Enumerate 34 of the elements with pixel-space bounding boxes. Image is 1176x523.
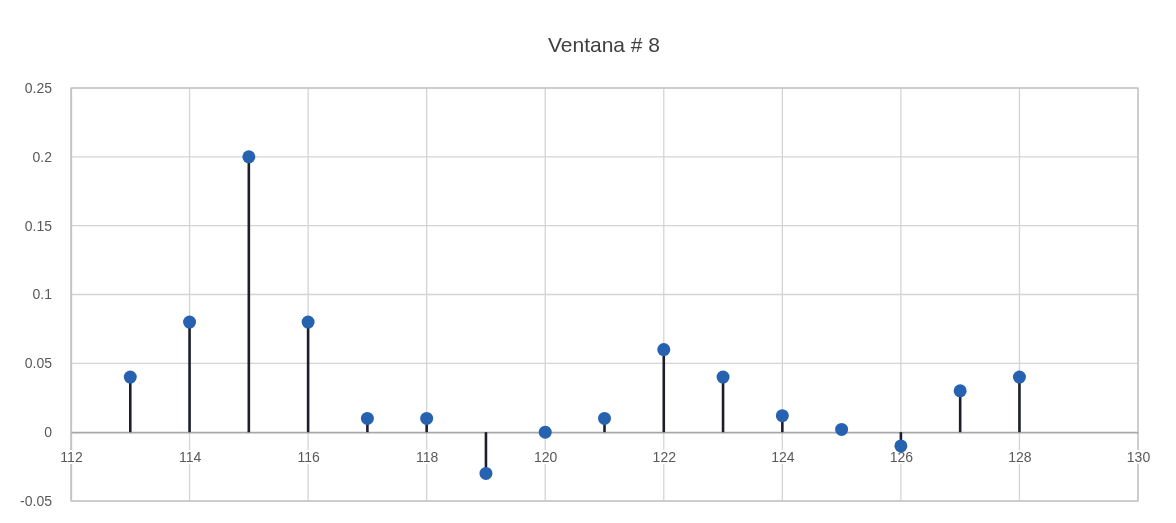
x-tick-label: 112 bbox=[60, 449, 83, 466]
x-tick-label: 124 bbox=[771, 449, 795, 466]
x-tick-label: 126 bbox=[889, 449, 914, 466]
point bbox=[123, 370, 137, 384]
y-tick-label: 0.05 bbox=[24, 355, 53, 372]
point bbox=[538, 425, 552, 439]
y-tick-label: 0.1 bbox=[32, 286, 53, 303]
y-tick-label: 0.2 bbox=[32, 148, 53, 165]
point bbox=[360, 411, 374, 425]
x-tick-label: 122 bbox=[652, 449, 677, 466]
point bbox=[716, 370, 730, 384]
chart-title: Ventana # 8 bbox=[547, 33, 661, 56]
y-tick-label: 0.25 bbox=[24, 79, 53, 96]
point bbox=[420, 411, 434, 425]
y-tick-label: -0.05 bbox=[20, 492, 53, 509]
point bbox=[953, 384, 967, 398]
y-tick-label: 0.15 bbox=[24, 217, 53, 234]
point bbox=[835, 422, 849, 436]
point bbox=[301, 315, 315, 329]
point bbox=[183, 315, 197, 329]
point bbox=[657, 343, 671, 357]
x-tick-label: 128 bbox=[1008, 449, 1032, 466]
x-tick-label: 120 bbox=[534, 449, 558, 466]
x-tick-label: 116 bbox=[297, 449, 320, 466]
point bbox=[894, 439, 908, 453]
point bbox=[598, 411, 611, 425]
x-tick-label: 114 bbox=[178, 449, 202, 466]
point bbox=[479, 466, 493, 480]
y-tick-label: 0 bbox=[44, 424, 53, 441]
point bbox=[1012, 370, 1026, 384]
x-tick-label: 130 bbox=[1126, 449, 1151, 466]
point bbox=[775, 409, 789, 423]
x-tick-label: 118 bbox=[416, 449, 439, 466]
point bbox=[242, 150, 256, 164]
